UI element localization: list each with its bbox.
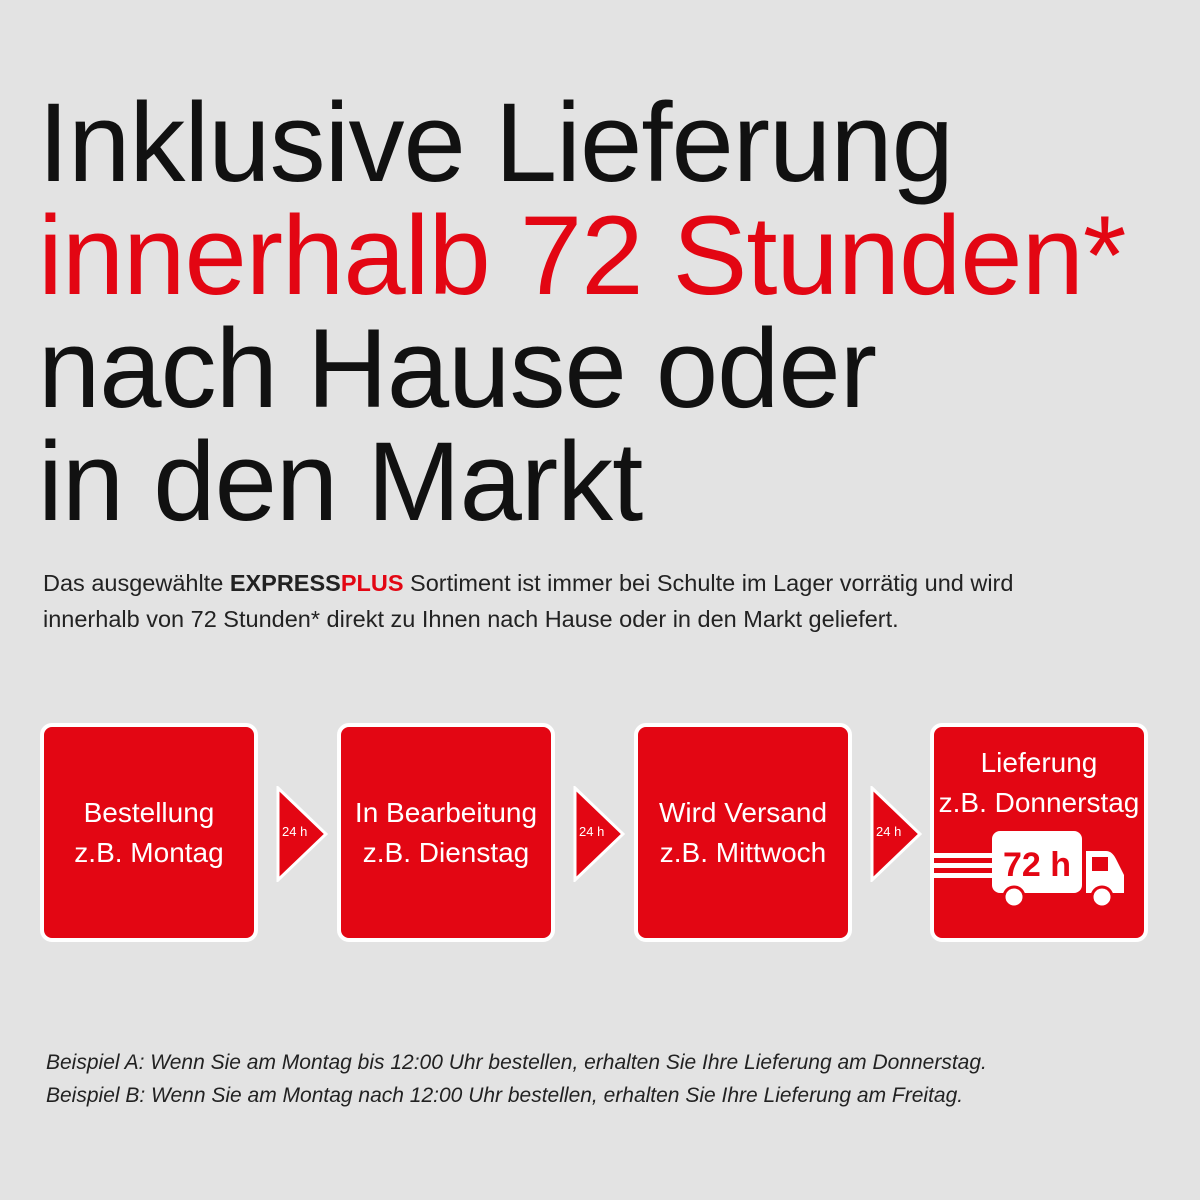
example-a: Beispiel A: Wenn Sie am Montag bis 12:00… [46,1051,987,1074]
step-subtitle: z.B. Montag [74,836,224,868]
arrow-step-3: 24 h [870,786,922,882]
headline: Inklusive Lieferung innerhalb 72 Stunden… [38,80,1126,544]
arrow-right-icon [870,786,922,882]
example-b: Beispiel B: Wenn Sie am Montag nach 12:0… [46,1084,964,1107]
arrow-right-icon [276,786,328,882]
step-title: In Bearbeitung [354,796,538,828]
step-subtitle: z.B. Dienstag [362,836,530,868]
step-subtitle: z.B. Donnerstag [938,787,1140,818]
step-order: Bestellung z.B. Montag [40,723,258,942]
brand-plus: PLUS [340,570,404,596]
headline-line-1: Inklusive Lieferung [38,80,954,205]
step-title: Bestellung [83,796,215,828]
headline-line-3: nach Hause oder [38,306,877,431]
step-processing: In Bearbeitung z.B. Dienstag [337,723,555,942]
headline-line-2: innerhalb 72 Stunden* [38,193,1126,318]
arrow-step-2: 24 h [573,786,625,882]
step-shipping: Wird Versand z.B. Mittwoch [634,723,852,942]
headline-line-4: in den Markt [38,419,643,544]
step-subtitle: z.B. Mittwoch [659,836,827,868]
arrow-step-1: 24 h [276,786,328,882]
step-title: Wird Versand [658,796,828,828]
brand-express: EXPRESS [229,570,341,596]
arrow-right-icon [573,786,625,882]
arrow-label: 24 h [282,824,308,839]
delivery-truck-icon: 72 h [934,831,1124,907]
arrow-label: 24 h [876,824,902,839]
step-title: Lieferung [980,747,1098,778]
arrow-label: 24 h [579,824,605,839]
intro-text-start: Das ausgewählte [43,570,230,596]
truck-label: 72 h [1003,846,1071,884]
footer-examples: Beispiel A: Wenn Sie am Montag bis 12:00… [46,1046,987,1112]
intro-text-rest: Sortiment ist immer bei Schulte im Lager… [403,570,1014,596]
step-delivery: Lieferung z.B. Donnerstag 72 h [930,723,1148,942]
intro-text-line-2: innerhalb von 72 Stunden* direkt zu Ihne… [43,606,899,632]
intro-text: Das ausgewählte EXPRESSPLUS Sortiment is… [43,565,1163,637]
